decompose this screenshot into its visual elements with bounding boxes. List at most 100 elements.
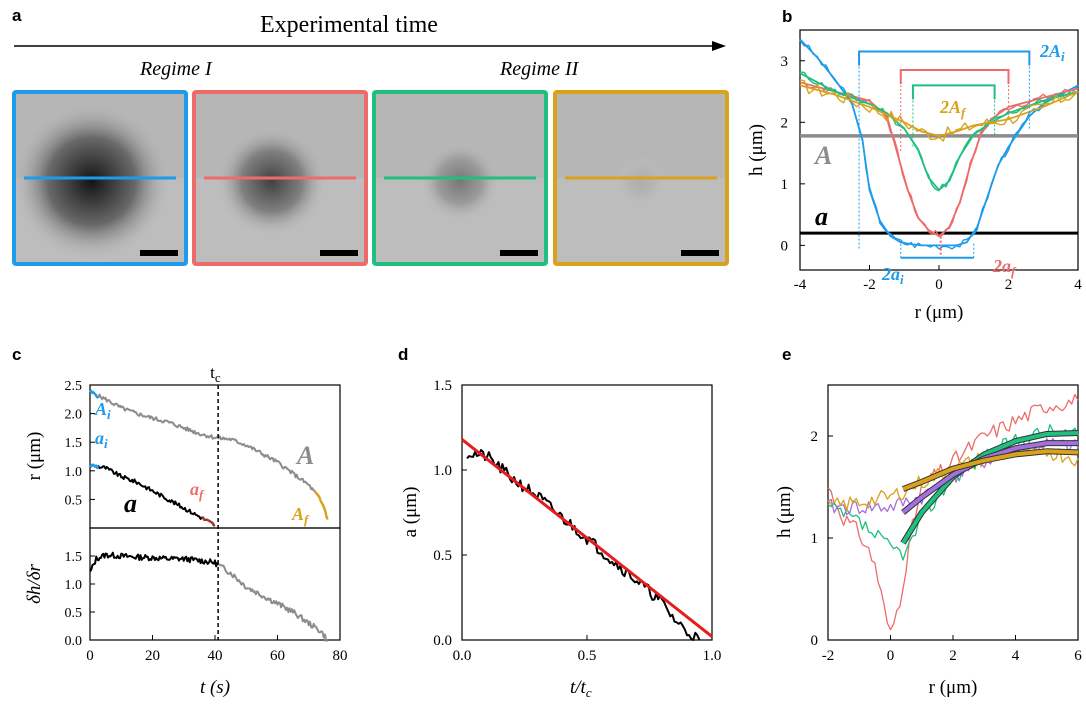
profile-gold-smooth — [799, 84, 1079, 137]
micrograph-gold — [553, 90, 729, 266]
regime-2-label: Regime II — [500, 58, 579, 80]
x-tick-label: 1.0 — [703, 648, 722, 664]
y-tick-label: 2.0 — [65, 408, 83, 423]
tc-label: tc — [210, 363, 221, 385]
y-tick-label: 1.5 — [65, 550, 83, 565]
y-axis-label: h (μm) — [774, 486, 795, 538]
profile-blue-raw — [799, 40, 1079, 250]
profile-green-smooth — [799, 72, 1079, 191]
micrograph-red — [192, 90, 368, 266]
slope-curve-regime1 — [89, 551, 220, 573]
y-tick-label: 1.5 — [65, 436, 83, 451]
y-tick-label: 1 — [811, 531, 819, 547]
af-label: af — [190, 479, 205, 502]
x-tick-label: 0 — [86, 648, 94, 664]
a-data-curve — [466, 449, 701, 641]
panel-b-label: b — [782, 7, 792, 26]
chart-c-bottom: 0.0 0.5 1.0 1.5 0 20 40 60 80 — [65, 527, 348, 664]
y-tick-label: 0.5 — [433, 548, 452, 564]
scale-bar — [500, 250, 538, 256]
y-tick-label: 0.0 — [65, 634, 83, 649]
x-tick-label: 20 — [145, 648, 160, 664]
x-tick-label: 0 — [887, 648, 895, 664]
y-tick-label: 2.5 — [65, 379, 83, 394]
x-tick-label: 6 — [1074, 648, 1082, 664]
y-axis-label: h (μm) — [746, 124, 767, 176]
dark-spot — [216, 125, 328, 237]
chart-d: 0.0 0.5 1.0 0.0 0.5 1.0 1.5 t/tc a (μm) — [400, 378, 721, 700]
a-curve — [89, 463, 216, 527]
scale-bar — [140, 250, 178, 256]
plot-frame — [461, 384, 713, 641]
fit-profile-gold — [902, 449, 1079, 491]
chart-c-top: 0.5 1.0 1.5 2.0 2.5 — [65, 379, 341, 529]
dark-spot — [16, 101, 172, 262]
linear-fit — [461, 438, 713, 638]
y-tick-label: 0 — [781, 238, 789, 254]
2Af-bracket-green — [911, 84, 996, 100]
plot-frame — [89, 527, 341, 641]
y-axis-label-top: r (μm) — [24, 432, 45, 481]
y-tick-label: 1 — [781, 177, 789, 193]
panel-e-label: e — [782, 345, 791, 364]
Ai-segment — [89, 389, 99, 399]
dark-spot — [615, 156, 667, 207]
y-tick-label: 0.5 — [65, 493, 83, 508]
a-label: a — [124, 489, 137, 518]
x-tick-label: -2 — [822, 648, 835, 664]
ai-segment — [89, 463, 100, 470]
x-tick-label: -2 — [863, 277, 876, 293]
y-tick-label: 2 — [781, 115, 789, 131]
A-label: A — [295, 441, 314, 470]
x-tick-label: 4 — [1074, 277, 1082, 293]
x-tick-label: 2 — [1005, 277, 1013, 293]
Ai-label: Ai — [94, 399, 111, 422]
a-label: a — [815, 202, 828, 231]
ai-label: ai — [95, 428, 108, 451]
profile-red-raw — [799, 81, 1079, 238]
micrograph-green — [372, 90, 548, 266]
x-axis-label: t/tc — [570, 677, 592, 700]
y-tick-label: 0.5 — [65, 606, 83, 621]
Af-segment — [313, 490, 329, 520]
x-axis-label: r (μm) — [915, 302, 964, 323]
2ai-label: 2ai — [881, 264, 904, 287]
y-tick-label: 3 — [781, 54, 789, 70]
dark-spot — [419, 141, 501, 222]
x-tick-label: -4 — [794, 277, 807, 293]
y-tick-label: 1.5 — [433, 378, 452, 394]
timeline-title: Experimental time — [260, 12, 438, 38]
y-tick-label: 1.0 — [433, 463, 452, 479]
af-segment — [201, 516, 216, 527]
2Af-label: 2Af — [939, 97, 967, 120]
raw-profile-red — [827, 393, 1079, 631]
2Af-bracket-red — [899, 69, 1010, 84]
profile-gold-raw — [799, 79, 1079, 142]
x-tick-label: 0.5 — [578, 648, 597, 664]
chart-b: -4 -2 0 2 4 0 1 2 3 r (μm) h (μm) Aa 2Ai 2Af 2ai 2af — [746, 29, 1082, 323]
2Ai-bracket — [858, 50, 1031, 66]
slope-curve-regime2 — [218, 563, 329, 642]
scale-bar — [681, 250, 719, 256]
panel-a-label: a — [12, 6, 22, 25]
2Ai-label: 2Ai — [1039, 41, 1065, 64]
y-tick-label: 1.0 — [65, 465, 83, 480]
timeline-arrow — [14, 41, 726, 51]
x-tick-label: 0 — [935, 277, 943, 293]
x-tick-label: 4 — [1012, 648, 1020, 664]
panel-c-label: c — [12, 345, 21, 364]
regime-1-label: Regime I — [140, 58, 212, 80]
x-tick-label: 60 — [270, 648, 285, 664]
A-label: A — [813, 141, 832, 170]
y-tick-label: 0.0 — [433, 633, 452, 649]
y-tick-label: 2 — [811, 429, 819, 445]
micrograph-blue — [12, 90, 188, 266]
y-tick-label: 0 — [811, 633, 819, 649]
x-tick-label: 40 — [208, 648, 223, 664]
profile-red-smooth — [799, 81, 1079, 238]
2af-label: 2af — [992, 256, 1017, 279]
x-tick-label: 80 — [333, 648, 348, 664]
x-tick-label: 0.0 — [453, 648, 472, 664]
